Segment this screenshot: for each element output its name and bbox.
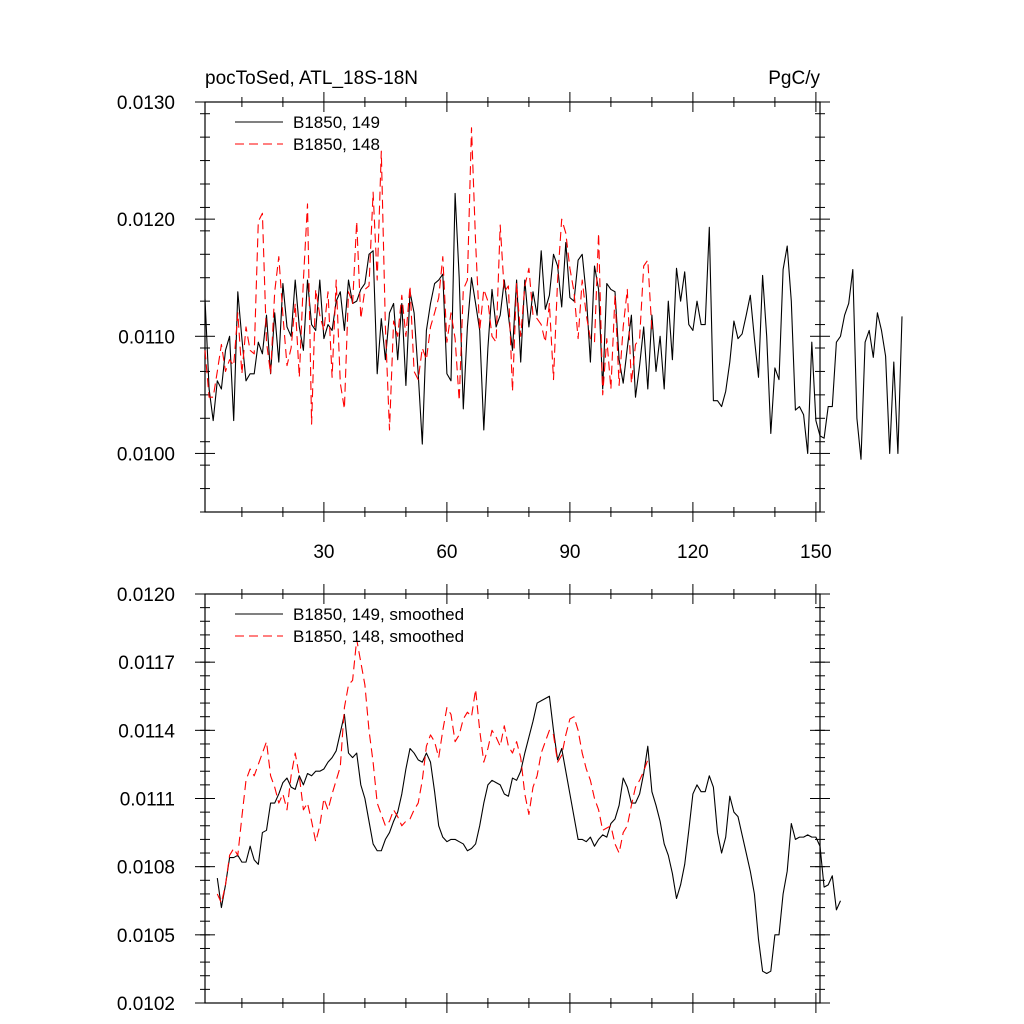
x-tick-label: 90 — [559, 542, 580, 563]
y-tick-label: 0.0105 — [117, 926, 175, 947]
legend-label-1: B1850, 148 — [293, 135, 380, 154]
y-tick-label: 0.0111 — [120, 790, 175, 811]
y-tick-label: 0.0110 — [118, 327, 175, 348]
legend-label-0: B1850, 149 — [293, 113, 380, 132]
series-line-0 — [204, 192, 903, 460]
top-chart-panel: 30 60 90 120 150 0.0100 0.0110 0.0120 0.0130 pocT… — [117, 68, 903, 563]
chart-title-left: pocToSed, ATL_18S-18N — [205, 68, 418, 89]
legend-label-0: B1850, 149, smoothed — [293, 605, 464, 624]
bottom-chart-panel: 0.0102 0.0105 0.0108 0.0111 0.0114 0.0117 0.01… — [117, 584, 842, 1015]
chart-title-right: PgC/y — [768, 68, 820, 89]
x-tick-label: 120 — [677, 542, 709, 563]
y-tick-label: 0.0108 — [117, 858, 175, 879]
plot-frame — [204, 593, 821, 1004]
y-tick-label: 0.0120 — [117, 210, 175, 231]
y-tick-label: 0.0100 — [117, 444, 175, 465]
y-tick-label: 0.0117 — [118, 653, 175, 674]
y-tick-label: 0.0130 — [117, 93, 175, 114]
x-tick-label: 30 — [313, 542, 334, 563]
y-tick-label: 0.0120 — [117, 585, 175, 606]
x-tick-label: 150 — [800, 542, 832, 563]
legend-label-1: B1850, 148, smoothed — [293, 627, 464, 646]
series-line-1 — [216, 638, 649, 904]
series-line-1 — [204, 127, 653, 431]
x-tick-label: 60 — [436, 542, 457, 563]
y-tick-label: 0.0114 — [118, 721, 175, 742]
series-line-0 — [216, 695, 842, 975]
y-tick-label: 0.0102 — [117, 994, 175, 1015]
